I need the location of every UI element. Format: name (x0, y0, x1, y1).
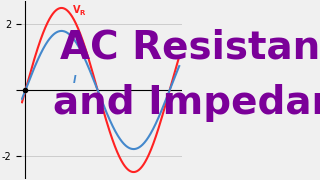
Text: AC Resistance: AC Resistance (60, 28, 320, 66)
Text: I: I (73, 75, 76, 85)
Text: V: V (73, 4, 80, 15)
Text: R: R (79, 10, 85, 16)
Text: and Impedance: and Impedance (53, 84, 320, 122)
